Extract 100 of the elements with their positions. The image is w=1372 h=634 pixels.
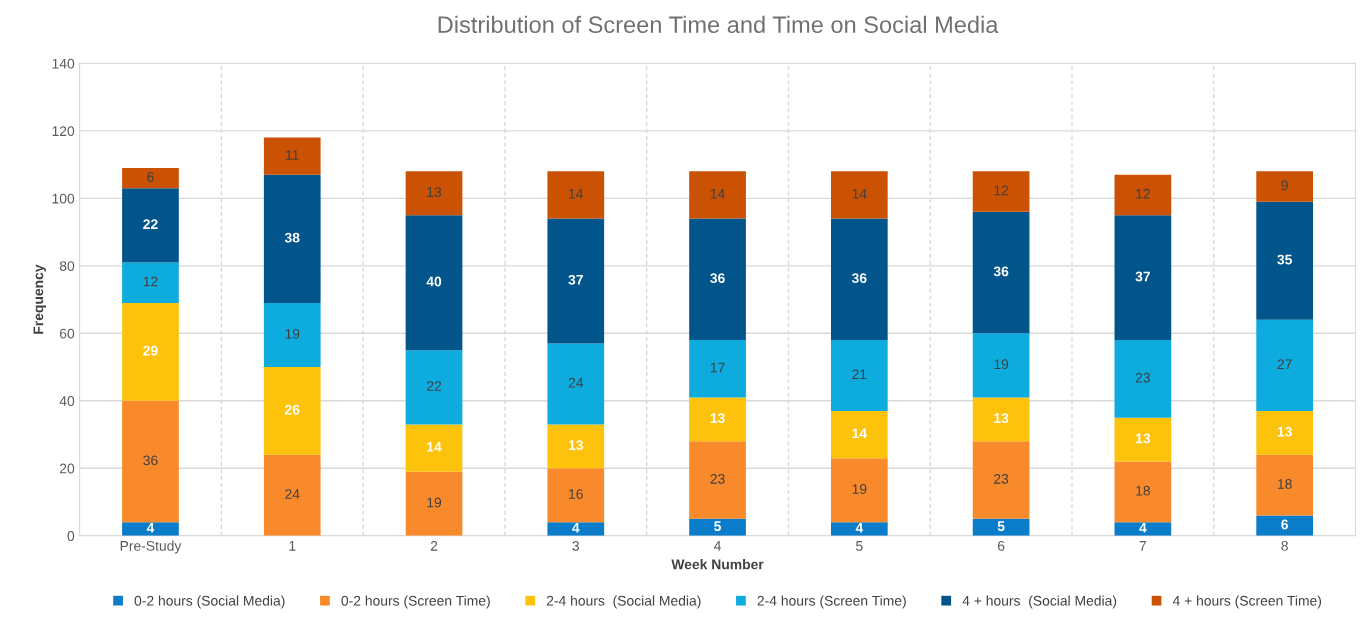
legend-label: 2-4 hours (Social Media)	[546, 595, 701, 609]
y-tick-label: 0	[67, 531, 75, 541]
x-tick-label: 6	[997, 540, 1005, 551]
x-tick-label: 3	[572, 540, 580, 551]
bar	[1114, 417, 1172, 462]
bar	[1256, 410, 1313, 455]
bar	[263, 367, 321, 455]
data-label: 4	[1139, 523, 1147, 533]
data-label: 40	[426, 276, 442, 287]
data-label: 37	[1135, 271, 1150, 282]
data-label: 14	[852, 189, 867, 199]
bar	[122, 262, 179, 303]
data-label: 38	[284, 232, 300, 243]
data-label: 19	[427, 497, 442, 508]
data-label: 4	[146, 523, 155, 533]
bar	[972, 171, 1030, 212]
bar	[405, 424, 463, 472]
x-tick-label: 1	[289, 541, 296, 551]
data-label: 26	[284, 404, 300, 415]
data-label: 5	[714, 521, 722, 532]
legend-label: 0-2 hours (Screen Time)	[341, 595, 490, 609]
data-label: 14	[710, 189, 725, 199]
bar	[405, 171, 463, 216]
data-label: 23	[1135, 372, 1150, 383]
bar	[830, 218, 888, 341]
bar	[547, 522, 605, 536]
bar	[1114, 174, 1172, 216]
x-tick-label: 4	[714, 541, 722, 551]
x-axis-title: Week Number	[671, 559, 764, 570]
bar	[1114, 522, 1172, 536]
bar	[1256, 454, 1313, 516]
data-label: 13	[427, 187, 442, 198]
y-tick-label: 80	[59, 261, 75, 271]
data-label: 36	[143, 455, 158, 466]
bar	[547, 343, 605, 425]
data-label: 6	[1281, 519, 1289, 530]
bar	[263, 454, 321, 536]
data-label: 22	[143, 219, 158, 229]
data-label: 35	[1277, 254, 1292, 265]
bar	[263, 137, 321, 175]
x-tick-label: Pre-Study	[120, 540, 182, 554]
data-label: 14	[427, 442, 442, 452]
data-label: 12	[1136, 188, 1150, 199]
data-label: 24	[285, 489, 300, 499]
y-tick-label: 40	[59, 396, 75, 406]
bar	[1256, 201, 1313, 320]
bar	[830, 410, 888, 459]
data-label: 36	[993, 266, 1009, 277]
data-label: 4	[572, 523, 580, 533]
data-label: 5	[997, 521, 1005, 532]
legend-label: 2-4 hours (Screen Time)	[757, 595, 906, 609]
data-label: 21	[852, 369, 867, 380]
y-axis-title: Frequency	[33, 264, 46, 334]
bar	[830, 171, 888, 219]
data-label: 17	[710, 362, 725, 373]
y-tick-label: 120	[52, 126, 75, 137]
bar	[972, 333, 1030, 398]
bar	[830, 458, 888, 523]
bar	[1114, 215, 1172, 341]
data-label: 11	[286, 150, 299, 160]
bar	[122, 522, 179, 536]
x-tick-label: 7	[1139, 541, 1147, 551]
data-label: 14	[852, 428, 867, 439]
data-label: 27	[1277, 359, 1292, 369]
legend-label: 4 + hours (Screen Time)	[1172, 595, 1322, 609]
x-tick-label: 5	[856, 541, 863, 551]
bar	[263, 174, 321, 303]
bar	[689, 171, 746, 219]
data-label: 13	[994, 413, 1009, 424]
data-label: 18	[1277, 479, 1292, 489]
data-label: 18	[1136, 485, 1150, 496]
bar	[122, 302, 179, 401]
legend-label: 0-2 hours (Social Media)	[134, 595, 285, 609]
y-tick-label: 60	[59, 328, 75, 339]
bar	[547, 218, 605, 344]
bar	[1256, 515, 1313, 536]
y-tick-label: 140	[52, 58, 75, 69]
bar	[1114, 461, 1172, 523]
data-label: 16	[569, 489, 583, 499]
bar	[405, 350, 463, 425]
legend-label: 4 + hours (Social Media)	[962, 595, 1117, 609]
data-label: 9	[1281, 180, 1288, 191]
bar	[689, 218, 746, 341]
data-label: 19	[285, 328, 300, 339]
bar	[122, 167, 179, 189]
bar	[263, 302, 321, 368]
data-label: 24	[568, 377, 584, 388]
data-label: 23	[710, 473, 725, 484]
bar	[689, 340, 746, 398]
bar	[1114, 340, 1172, 418]
bar	[972, 397, 1030, 442]
bar	[830, 522, 888, 536]
bar	[1256, 319, 1313, 411]
bar	[972, 441, 1030, 519]
bar	[547, 468, 605, 523]
data-label: 13	[568, 440, 584, 451]
data-label: 12	[143, 276, 158, 287]
x-tick-label: 2	[430, 540, 438, 551]
data-label: 23	[994, 473, 1009, 484]
bar	[405, 471, 463, 536]
